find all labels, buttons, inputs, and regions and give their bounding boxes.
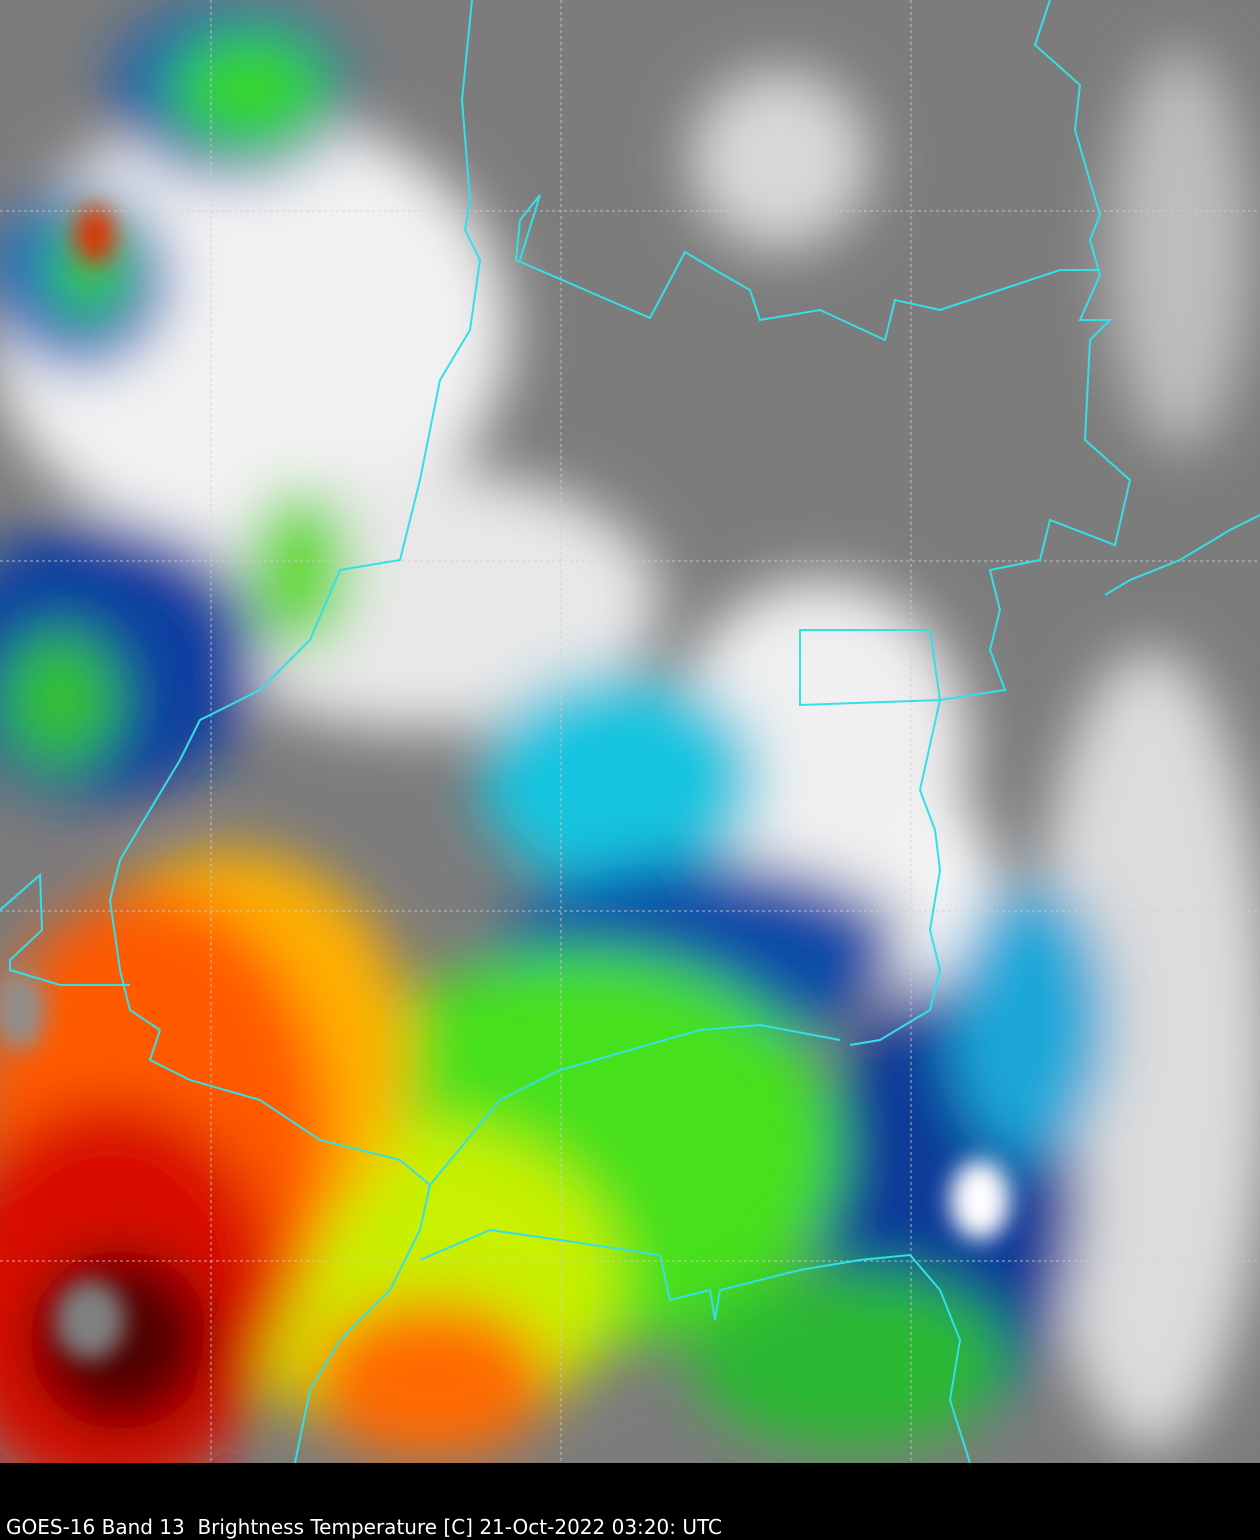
grid-lines xyxy=(0,0,1260,1463)
storm-cores xyxy=(0,205,1010,1360)
satellite-image xyxy=(0,0,1260,1463)
cloud-field xyxy=(0,0,1260,1463)
country-borders xyxy=(0,0,1260,1463)
image-caption: GOES-16 Band 13 Brightness Temperature [… xyxy=(6,1515,722,1539)
